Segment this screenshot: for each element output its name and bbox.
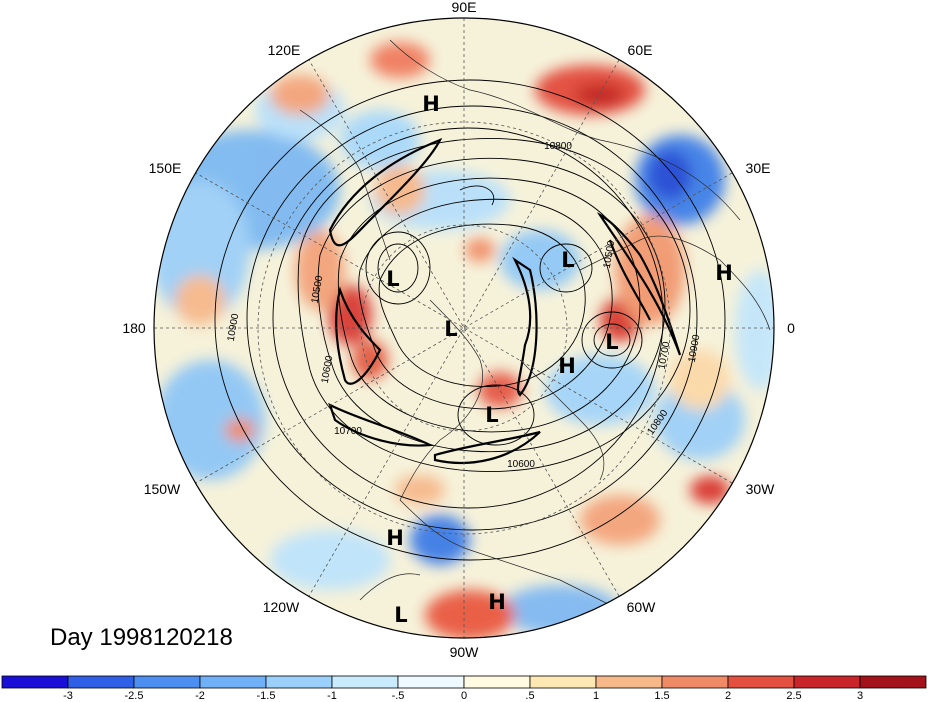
low-pressure-marker: L — [386, 267, 399, 291]
lon-label-120w: 120W — [263, 599, 300, 615]
low-pressure-marker: L — [561, 248, 574, 272]
graticule — [154, 18, 774, 638]
high-pressure-marker: H — [386, 526, 404, 550]
colorbar-tick-label: -1 — [327, 690, 337, 702]
contour-value-labels: 10800 10500 10700 10900 10500 10600 1070… — [226, 141, 703, 470]
colorbar-tick-label: 2 — [725, 690, 731, 702]
lon-label-60e: 60E — [628, 42, 653, 58]
contour-label: 10800 — [544, 141, 572, 152]
colorbar-tick-label: 1.5 — [654, 690, 669, 702]
lon-label-90w: 90W — [450, 644, 480, 660]
colorbar-tick-label: 1 — [593, 690, 599, 702]
contour-label: 10700 — [334, 426, 362, 437]
colorbar-swatch — [859, 675, 927, 689]
high-pressure-marker: H — [488, 590, 506, 614]
high-pressure-marker: H — [558, 354, 576, 378]
colorbar-swatch — [133, 675, 201, 689]
colorbar-swatch — [661, 675, 729, 689]
map-boundary — [153, 17, 775, 639]
colorbar-tick-label: -1.5 — [257, 690, 276, 702]
colorbar-tick-label: -2.5 — [125, 690, 144, 702]
lon-label-180: 180 — [122, 320, 146, 336]
colorbar-tick-label: -2 — [195, 690, 205, 702]
low-pressure-marker: L — [444, 317, 457, 341]
low-pressure-marker: L — [605, 330, 618, 354]
lon-label-150w: 150W — [144, 481, 181, 497]
longitude-labels: 90E 60E 30E 0 30W 60W 90W 120W 150W 180 … — [122, 0, 795, 660]
colorbar-tick-label: 0 — [461, 690, 467, 702]
contour-label: 10700 — [657, 340, 673, 370]
lon-label-30e: 30E — [746, 160, 771, 176]
low-pressure-marker: L — [485, 403, 498, 427]
colorbar-swatch — [67, 675, 135, 689]
colorbar-swatch — [331, 675, 399, 689]
colorbar-tick-label: 2.5 — [786, 690, 801, 702]
lon-label-120e: 120E — [268, 42, 301, 58]
day-title: Day 1998120218 — [50, 624, 233, 651]
colorbar: -3 -2.5 -2 -1.5 -1 -.5 0 .5 1 1.5 2 2.5 3 — [1, 675, 927, 702]
colorbar-tick-label: 3 — [857, 690, 863, 702]
colorbar-tick-label: .5 — [525, 690, 534, 702]
colorbar-swatch — [463, 675, 531, 689]
anomaly-field — [154, 18, 774, 638]
contour-label: 10900 — [226, 312, 242, 342]
colorbar-swatch — [727, 675, 795, 689]
coastlines — [299, 39, 771, 638]
lon-label-60w: 60W — [627, 599, 657, 615]
lon-label-30w: 30W — [746, 481, 776, 497]
colorbar-swatch — [397, 675, 465, 689]
lon-label-0: 0 — [787, 320, 795, 336]
colorbar-swatch — [529, 675, 597, 689]
contour-label: 10500 — [602, 239, 618, 269]
jet-stream-contours — [328, 137, 682, 464]
contour-label: 10900 — [687, 333, 703, 363]
colorbar-swatch — [265, 675, 333, 689]
colorbar-tick-label: -.5 — [392, 690, 405, 702]
contour-label: 10600 — [320, 354, 336, 384]
colorbar-tick-label: -3 — [63, 690, 73, 702]
colorbar-swatch — [199, 675, 267, 689]
contour-label: 10500 — [310, 274, 326, 304]
lon-label-90e: 90E — [452, 0, 477, 15]
colorbar-swatch — [793, 675, 861, 689]
contour-label: 10600 — [507, 459, 535, 470]
pressure-centers: H L L L H L H L H H L — [386, 92, 733, 627]
colorbar-swatch — [595, 675, 663, 689]
high-pressure-marker: H — [422, 92, 440, 116]
low-pressure-marker: L — [394, 603, 407, 627]
colorbar-swatch — [1, 675, 69, 689]
high-pressure-marker: H — [715, 261, 733, 285]
lon-label-150e: 150E — [149, 160, 182, 176]
